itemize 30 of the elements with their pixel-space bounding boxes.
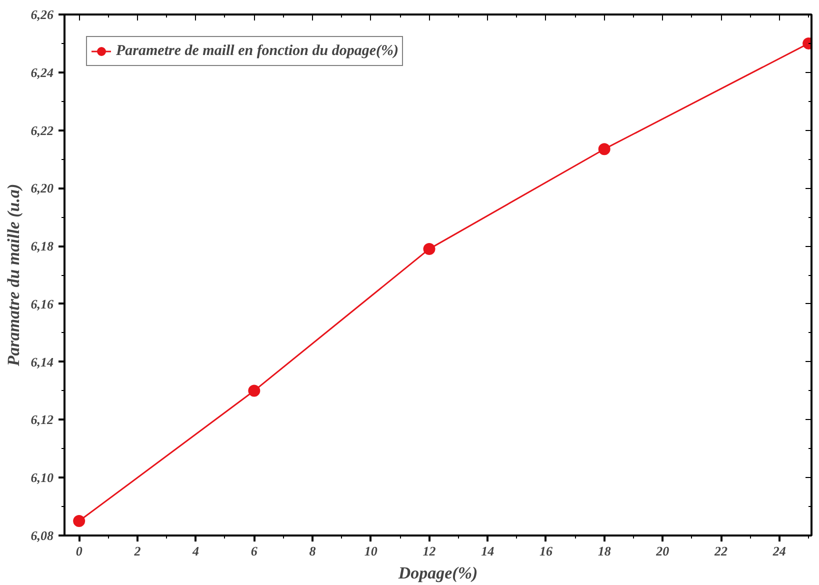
x-tick-label: 6 — [250, 544, 258, 558]
x-tick-label: 0 — [76, 544, 83, 558]
point — [248, 384, 260, 397]
y-tick-label: 6,26 — [30, 7, 54, 22]
y-tick-label: 6,10 — [30, 470, 54, 486]
y-tick-label: 6,16 — [30, 296, 54, 312]
point — [423, 242, 436, 255]
x-tick-label: 8 — [309, 544, 316, 558]
x-tick-label: 18 — [598, 544, 612, 558]
y-tick-label: 6,18 — [30, 238, 54, 254]
y-tick-label: 6,14 — [30, 354, 54, 370]
x-tick-label: 2 — [133, 544, 142, 558]
point — [598, 143, 610, 156]
y-tick-label: 6,08 — [30, 528, 54, 543]
y-axis-title: Paramatre du maille (u.a) — [4, 184, 23, 368]
legend-label: Parametre de maill en fonction du dopage(%) — [116, 42, 398, 60]
x-tick-label: 24 — [772, 544, 786, 558]
y-tick-label: 6,22 — [30, 122, 54, 138]
x-tick-label: 12 — [422, 544, 436, 558]
x-tick-label: 10 — [364, 544, 378, 558]
y-tick-label: 6,20 — [30, 180, 54, 196]
x-tick-label: 16 — [539, 544, 553, 558]
y-tick-label: 6,12 — [30, 412, 54, 428]
x-axis-title: Dopage(%) — [397, 564, 478, 582]
x-tick-label: 14 — [481, 544, 495, 558]
y-tick-label: 6,24 — [30, 64, 54, 80]
x-tick-label: 22 — [714, 544, 728, 558]
x-tick-label: 4 — [192, 544, 200, 558]
x-tick-label: 20 — [655, 544, 670, 558]
point — [73, 515, 86, 528]
